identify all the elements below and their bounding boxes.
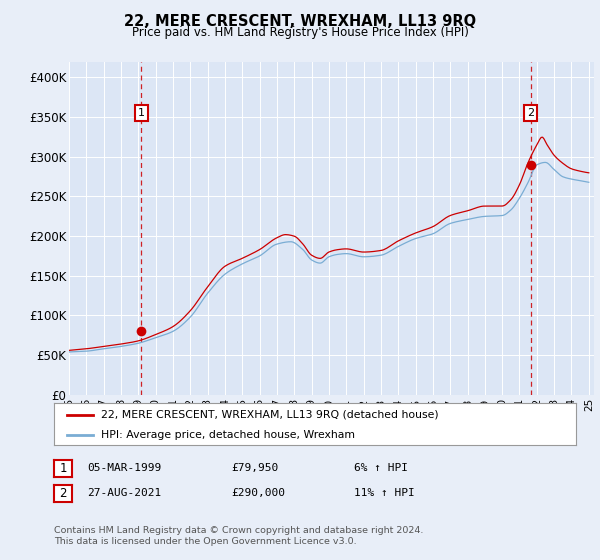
- Text: £290,000: £290,000: [231, 488, 285, 498]
- Text: 27-AUG-2021: 27-AUG-2021: [87, 488, 161, 498]
- Text: 11% ↑ HPI: 11% ↑ HPI: [354, 488, 415, 498]
- Text: 6% ↑ HPI: 6% ↑ HPI: [354, 463, 408, 473]
- Text: 05-MAR-1999: 05-MAR-1999: [87, 463, 161, 473]
- Text: 1: 1: [59, 461, 67, 475]
- Text: £79,950: £79,950: [231, 463, 278, 473]
- Text: 22, MERE CRESCENT, WREXHAM, LL13 9RQ (detached house): 22, MERE CRESCENT, WREXHAM, LL13 9RQ (de…: [101, 410, 439, 420]
- Text: 2: 2: [59, 487, 67, 500]
- Text: 1: 1: [138, 108, 145, 118]
- Text: 2: 2: [527, 108, 535, 118]
- Text: 22, MERE CRESCENT, WREXHAM, LL13 9RQ: 22, MERE CRESCENT, WREXHAM, LL13 9RQ: [124, 14, 476, 29]
- Text: Price paid vs. HM Land Registry's House Price Index (HPI): Price paid vs. HM Land Registry's House …: [131, 26, 469, 39]
- Text: Contains HM Land Registry data © Crown copyright and database right 2024.
This d: Contains HM Land Registry data © Crown c…: [54, 526, 424, 546]
- Text: HPI: Average price, detached house, Wrexham: HPI: Average price, detached house, Wrex…: [101, 430, 355, 440]
